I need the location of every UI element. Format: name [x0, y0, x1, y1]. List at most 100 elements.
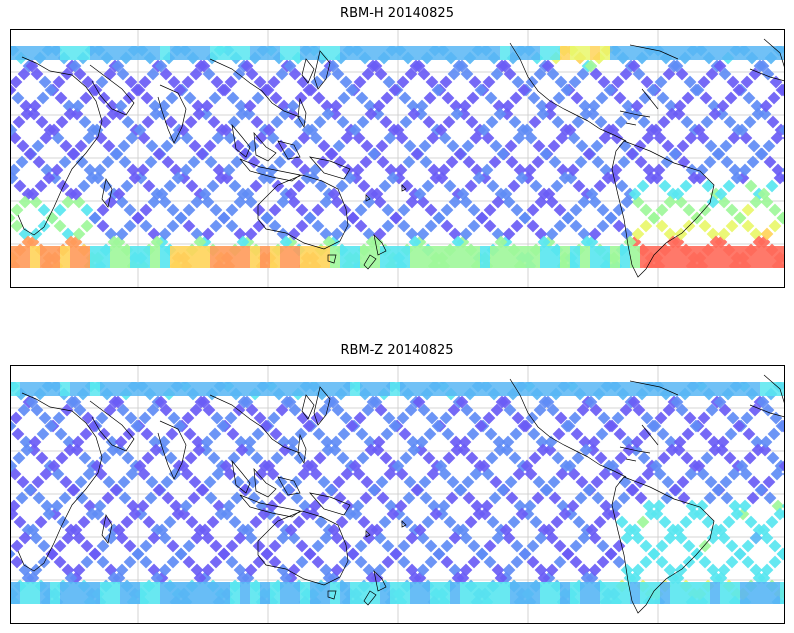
- swath-cell: [364, 443, 378, 457]
- swath-cell: [104, 195, 118, 209]
- swath-cell: [148, 435, 162, 449]
- swath-band-cell: [510, 382, 520, 396]
- swath-cell: [275, 403, 289, 417]
- swath-cell: [209, 203, 223, 217]
- swath-cell: [249, 179, 263, 193]
- swath-cell: [449, 435, 463, 449]
- swath-cell: [10, 419, 17, 433]
- swath-cell: [111, 395, 125, 409]
- swath-cell: [474, 83, 488, 97]
- swath-cell: [429, 171, 443, 185]
- swath-band-cell: [620, 582, 630, 604]
- swath-band-cell: [590, 582, 600, 604]
- panel-title-rbm-h: RBM-H 20140825: [340, 6, 454, 21]
- swath-cell: [241, 187, 255, 201]
- swath-cell: [472, 171, 486, 185]
- swath-band-cell: [110, 382, 120, 396]
- swath-band-cell: [470, 582, 480, 604]
- swath-cell: [351, 499, 365, 513]
- swath-band-cell: [630, 382, 640, 396]
- swath-band-cell: [20, 582, 30, 604]
- swath-band-cell: [380, 46, 390, 60]
- swath-band-cell: [670, 46, 680, 60]
- swath-cell: [500, 443, 514, 457]
- swath-cell: [68, 395, 82, 409]
- swath-cell: [157, 99, 171, 113]
- swath-band-cell: [710, 46, 720, 60]
- swath-band-cell: [680, 246, 690, 268]
- swath-cell: [190, 195, 204, 209]
- swath-cell: [228, 179, 242, 193]
- swath-cell: [331, 403, 345, 417]
- swath-cell: [58, 155, 72, 169]
- swath-cell: [375, 475, 389, 489]
- swath-cell: [389, 211, 403, 225]
- map-frame: [10, 365, 785, 624]
- swath-cell: [191, 99, 205, 113]
- swath-cell: [330, 227, 344, 241]
- swath-cell: [351, 163, 365, 177]
- swath-cell: [400, 179, 414, 193]
- swath-cell: [161, 155, 175, 169]
- swath-cell: [375, 139, 389, 153]
- swath-cell: [468, 411, 482, 425]
- swath-cell: [305, 123, 319, 137]
- swath-cell: [288, 403, 302, 417]
- swath-cell: [418, 475, 432, 489]
- swath-cell: [42, 171, 56, 185]
- swath-cell: [424, 203, 438, 217]
- swath-cell: [469, 467, 483, 481]
- swath-cell: [480, 499, 494, 513]
- swath-cell: [338, 219, 352, 233]
- swath-cell: [372, 435, 386, 449]
- swath-band-cell: [80, 46, 90, 60]
- swath-band-cell: [690, 46, 700, 60]
- swath-cell: [71, 435, 85, 449]
- swath-band-cell: [420, 246, 430, 268]
- swath-cell: [482, 411, 496, 425]
- swath-cell: [442, 451, 456, 465]
- swath-cell: [243, 99, 257, 113]
- swath-cell: [348, 459, 362, 473]
- swath-band-cell: [580, 582, 590, 604]
- swath-cell: [397, 219, 411, 233]
- swath-cell: [270, 451, 284, 465]
- swath-band-cell: [740, 246, 750, 268]
- swath-band-cell: [570, 582, 580, 604]
- swath-band-cell: [180, 46, 190, 60]
- swath-cell: [260, 211, 274, 225]
- swath-band-cell: [320, 582, 330, 604]
- swath-band-cell: [290, 46, 300, 60]
- swath-cell: [372, 99, 386, 113]
- swath-band-cell: [120, 582, 130, 604]
- swath-cell: [252, 219, 266, 233]
- swath-band-cell: [780, 246, 785, 268]
- swath-cell: [204, 155, 218, 169]
- swath-cell: [421, 179, 435, 193]
- swath-cell: [234, 99, 248, 113]
- swath-cell: [154, 395, 168, 409]
- swath-band-cell: [450, 246, 460, 268]
- swath-cell: [166, 203, 180, 217]
- swath-band-cell: [400, 246, 410, 268]
- swath-band-cell: [80, 582, 90, 604]
- swath-cell: [500, 107, 514, 121]
- swath-cell: [160, 475, 174, 489]
- swath-band-cell: [420, 46, 430, 60]
- swath-cell: [66, 147, 80, 161]
- swath-cell: [335, 179, 349, 193]
- swath-cell: [164, 451, 178, 465]
- swath-band-cell: [410, 46, 420, 60]
- swath-cell: [160, 139, 174, 153]
- swath-band-cell: [380, 382, 390, 396]
- swath-cell: [492, 435, 506, 449]
- swath-band-cell: [490, 382, 500, 396]
- swath-cell: [353, 411, 367, 425]
- swath-cell: [247, 155, 261, 169]
- swath-cell: [412, 395, 426, 409]
- swath-cell: [488, 491, 502, 505]
- swath-band-cell: [490, 246, 500, 268]
- swath-band-cell: [430, 246, 440, 268]
- swath-cell: [188, 475, 202, 489]
- swath-band-cell: [240, 582, 250, 604]
